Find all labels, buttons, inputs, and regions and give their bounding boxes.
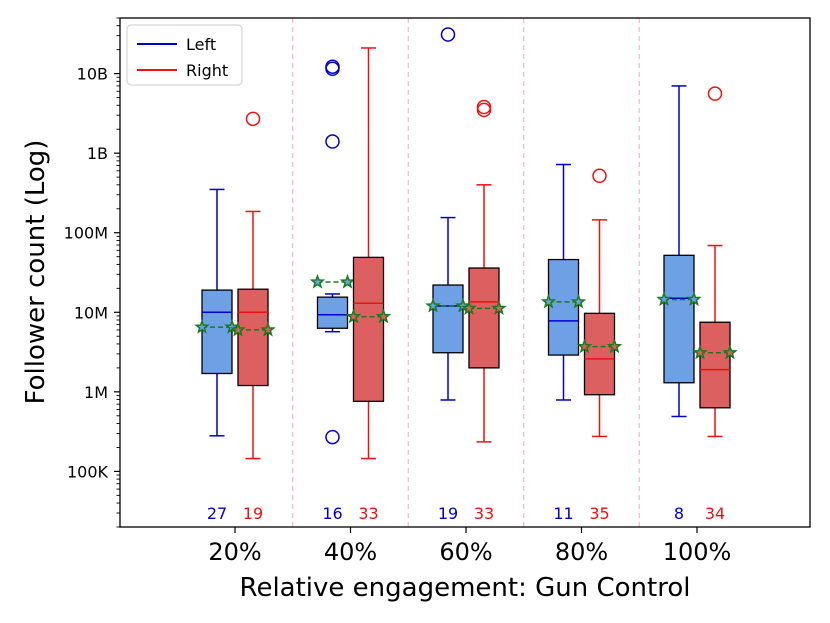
left-count-label: 11 <box>553 504 573 523</box>
left-mean-star <box>570 293 587 309</box>
axes: 100K 1M 10M 100M 1B 10B 20% 40% 60% 80% 100% <box>64 17 811 566</box>
left-mean-star <box>455 297 471 313</box>
right-box <box>583 312 616 396</box>
x-tick-label: 20% <box>208 538 261 566</box>
right-mean-star <box>345 308 362 324</box>
right-mean-star <box>576 338 593 354</box>
left-count-label: 27 <box>207 504 227 523</box>
right-outlier <box>476 99 492 115</box>
left-box-group: 27 <box>194 188 240 523</box>
left-outlier <box>325 134 340 149</box>
y-axis-label: Follower count (Log) <box>21 140 51 405</box>
y-tick-label: 10B <box>77 65 108 84</box>
right-outlier <box>707 86 723 101</box>
left-outlier <box>440 27 456 42</box>
left-mean-star <box>194 319 210 334</box>
right-count-label: 33 <box>474 504 494 523</box>
left-mean-star <box>686 291 702 307</box>
left-mean-star <box>339 273 356 289</box>
box-series: 27 16 19 11 8 19 33 33 35 34 <box>194 27 738 523</box>
y-tick-label: 1M <box>84 383 108 402</box>
left-box <box>432 284 464 354</box>
right-box <box>352 256 385 402</box>
left-box-group: 19 <box>425 27 471 523</box>
right-box-group: 33 <box>461 99 507 523</box>
plot-background <box>292 18 640 527</box>
left-mean-star <box>656 291 672 307</box>
right-mean-star <box>230 321 246 337</box>
left-box <box>547 258 580 356</box>
right-mean-star <box>606 338 623 354</box>
right-box-group: 35 <box>576 168 623 523</box>
y-tick-label: 1B <box>87 144 108 163</box>
y-tick-label: 100K <box>67 462 109 481</box>
right-box-group: 33 <box>345 47 392 523</box>
left-box-group: 8 <box>656 85 702 523</box>
right-count-label: 33 <box>358 504 378 523</box>
left-box-group: 11 <box>540 163 587 523</box>
left-count-label: 19 <box>438 504 458 523</box>
legend: Left Right <box>126 24 243 86</box>
legend-right-label: Right <box>186 61 228 80</box>
right-box-group: 34 <box>692 86 738 523</box>
right-mean-star <box>461 300 477 315</box>
left-mean-star <box>425 297 441 313</box>
plot-frame <box>119 17 811 528</box>
left-box <box>316 296 349 329</box>
right-outlier <box>476 102 492 118</box>
right-outlier <box>592 168 607 184</box>
left-mean-star <box>224 319 240 334</box>
x-axis-label: Relative engagement: Gun Control <box>240 573 691 603</box>
left-mean-star <box>309 273 326 289</box>
left-box-group: 16 <box>309 59 356 523</box>
x-tick-label: 80% <box>555 538 608 566</box>
right-mean-star <box>722 344 738 360</box>
left-box <box>201 289 233 375</box>
right-count-label: 34 <box>705 504 725 523</box>
left-outlier <box>325 59 340 74</box>
right-box <box>237 288 269 387</box>
right-box-group: 19 <box>230 111 276 523</box>
right-box <box>699 321 731 409</box>
right-mean-star <box>491 300 507 315</box>
x-tick-label: 40% <box>324 538 377 566</box>
x-tick-label: 60% <box>439 538 492 566</box>
right-box <box>468 267 500 369</box>
legend-left-label: Left <box>186 35 216 54</box>
right-count-label: 35 <box>589 504 609 523</box>
y-tick-label: 10M <box>74 303 108 322</box>
right-mean-star <box>375 308 392 324</box>
left-outlier <box>325 429 340 445</box>
right-mean-star <box>692 344 708 360</box>
x-tick-label: 100% <box>663 538 732 566</box>
left-mean-star <box>540 293 557 309</box>
left-box <box>663 254 695 384</box>
right-count-label: 19 <box>243 504 263 523</box>
left-count-label: 16 <box>322 504 342 523</box>
y-tick-label: 100M <box>64 224 108 243</box>
right-mean-star <box>260 321 276 337</box>
right-outlier <box>245 111 261 127</box>
left-count-label: 8 <box>674 504 684 523</box>
